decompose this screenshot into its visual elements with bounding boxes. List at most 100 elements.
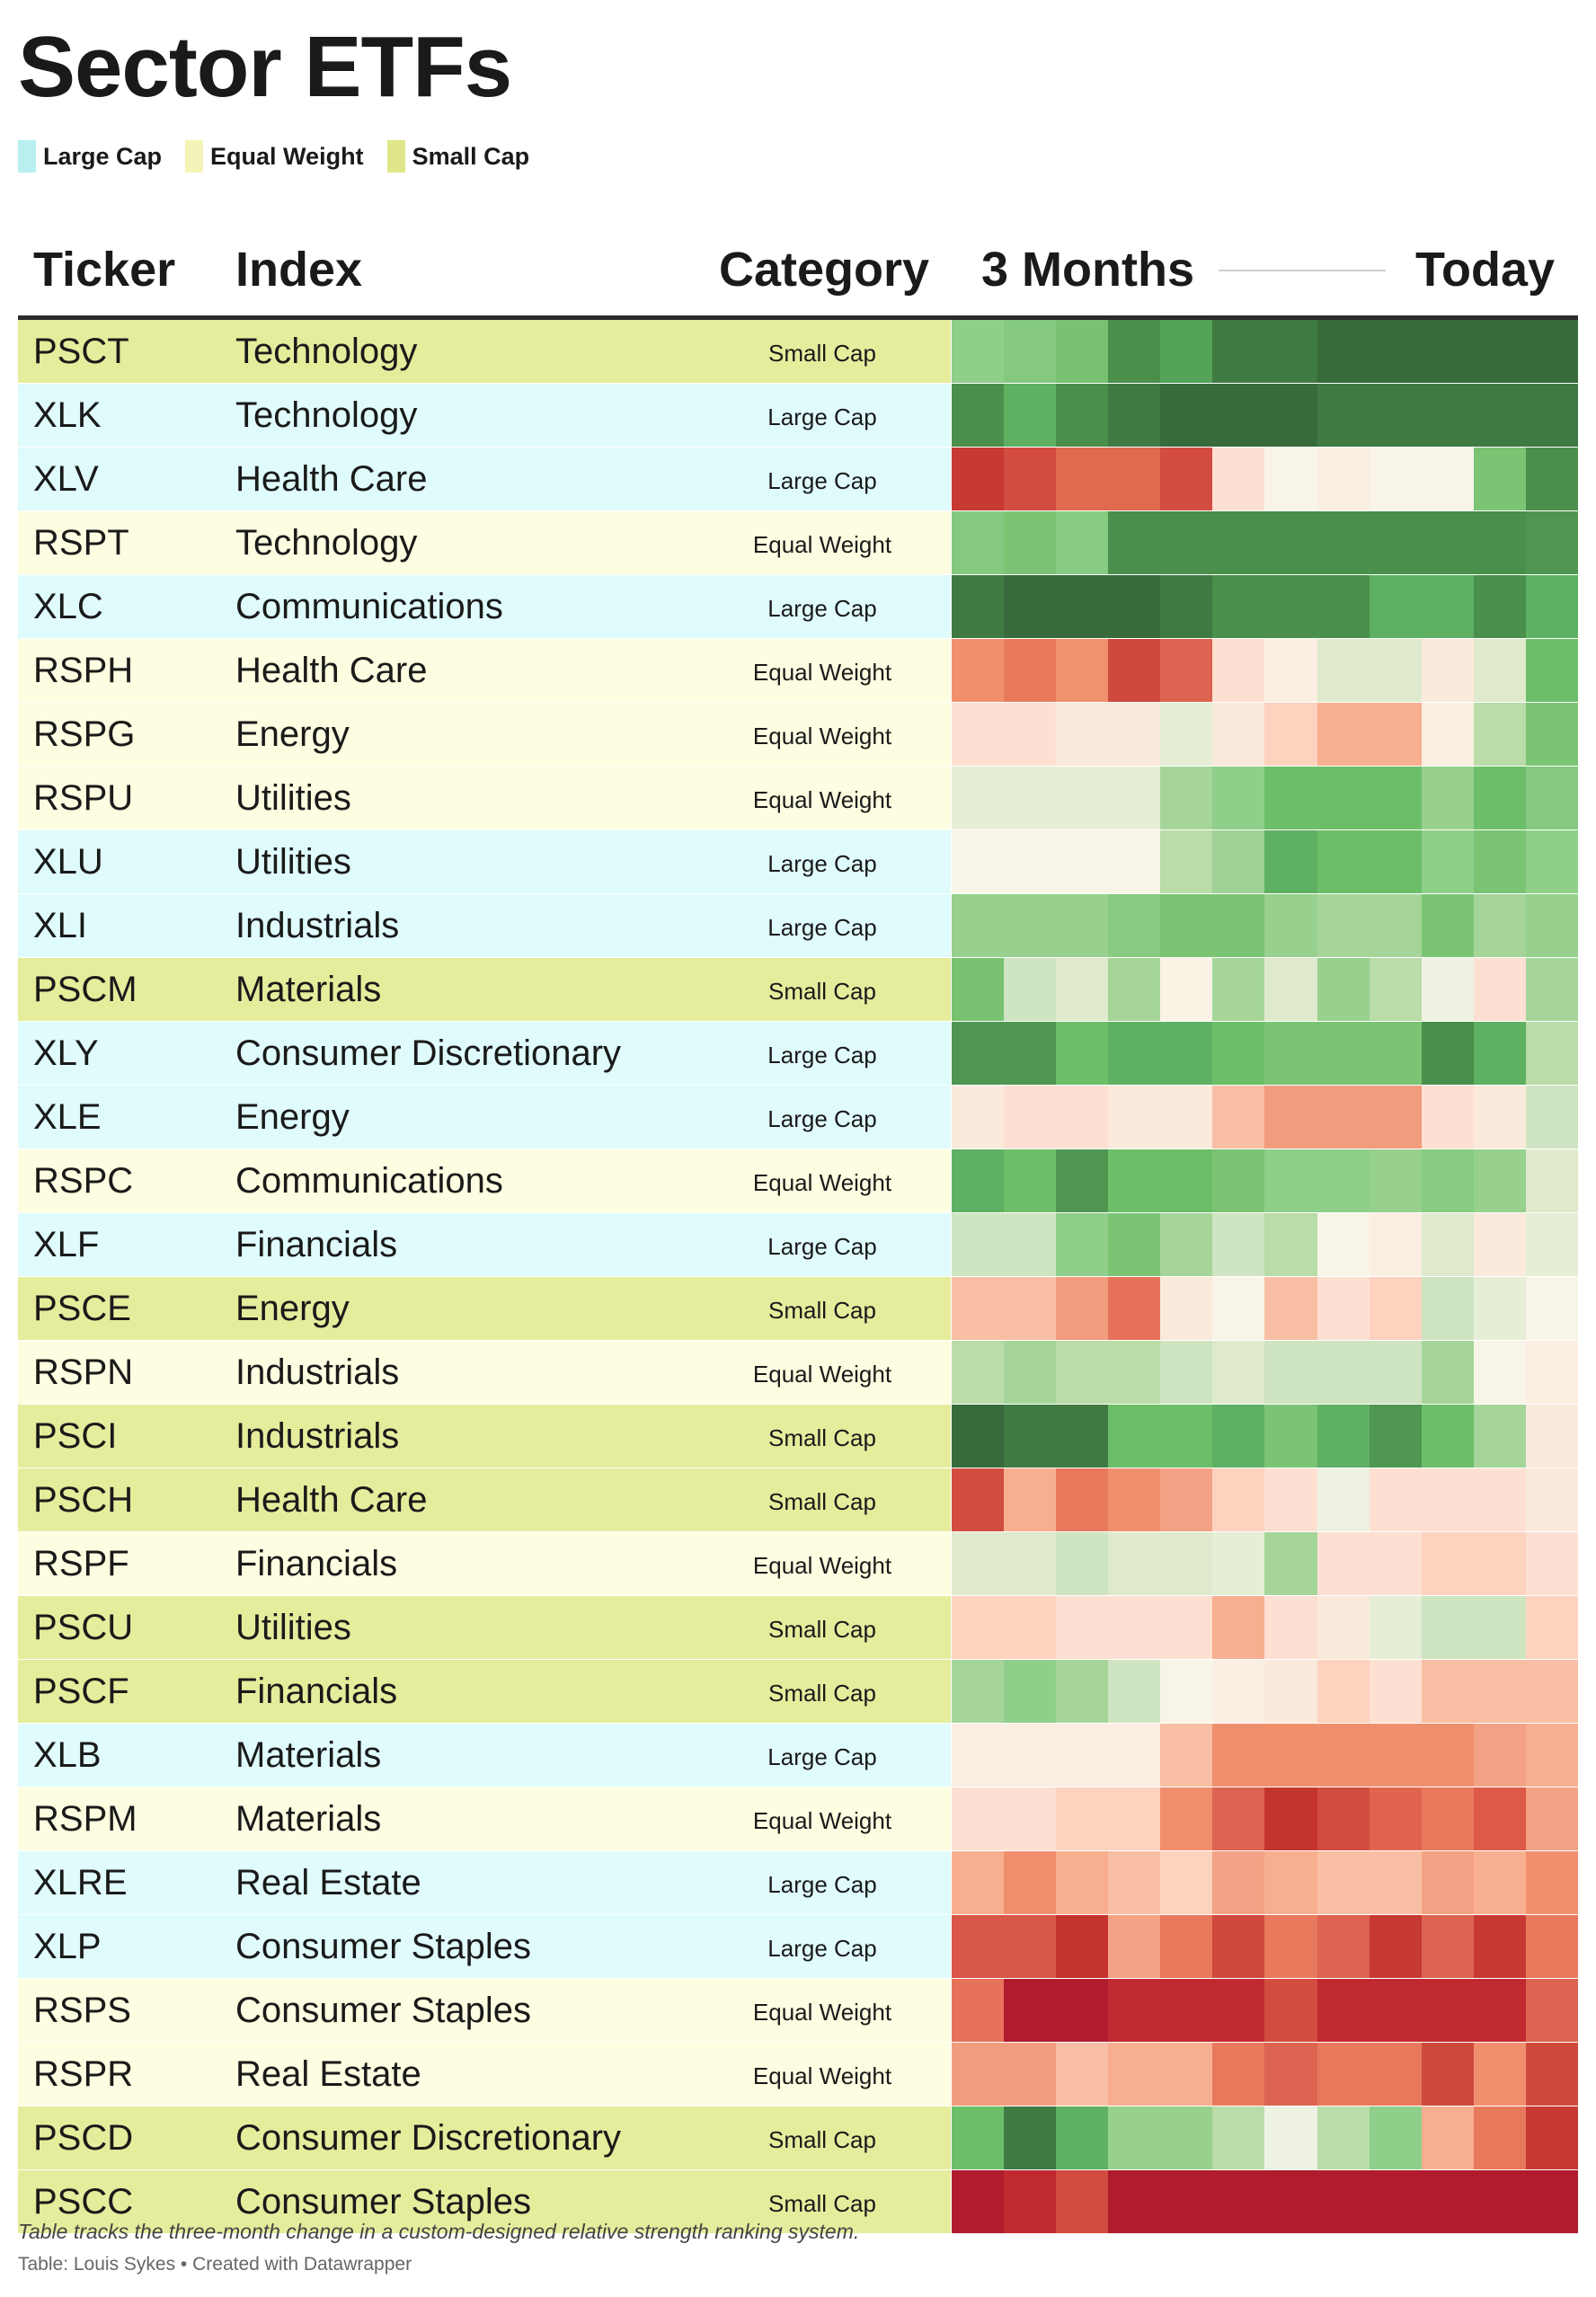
heatmap-cell <box>1317 1724 1370 1787</box>
heatmap-cell <box>1160 2170 1213 2233</box>
index-cell: Materials <box>235 1735 382 1775</box>
heatmap-cell <box>1473 2106 1526 2169</box>
heatmap-cell <box>1369 1979 1422 2042</box>
ticker-cell: XLP <box>33 1927 102 1966</box>
heatmap-cell <box>1004 1468 1057 1531</box>
index-cell: Industrials <box>235 1416 400 1456</box>
heatmap-cell <box>952 1979 1005 2042</box>
heatmap-cell <box>952 1660 1005 1723</box>
heatmap-cell <box>1212 1724 1265 1787</box>
index-cell: Financials <box>235 1225 398 1264</box>
heatmap-cell <box>1212 1277 1265 1340</box>
heatmap-cell <box>1473 1341 1526 1404</box>
heatmap-cell <box>1264 639 1317 702</box>
heatmap-cell <box>1421 767 1474 829</box>
heatmap-row <box>952 639 1578 702</box>
heatmap-cell <box>1369 1277 1422 1340</box>
category-cell: Large Cap <box>767 595 877 622</box>
heatmap-cell <box>1108 894 1161 957</box>
heatmap-cell <box>1317 1915 1370 1978</box>
ticker-cell: RSPT <box>33 523 129 563</box>
heatmap-cell <box>1004 1022 1057 1085</box>
heatmap-cell <box>1421 575 1474 638</box>
heatmap-cell <box>952 1022 1005 1085</box>
heatmap-cell <box>1369 1341 1422 1404</box>
heatmap-cell <box>1108 1213 1161 1276</box>
heatmap-cell <box>1212 1851 1265 1914</box>
heatmap-cell <box>1317 1532 1370 1595</box>
heatmap-cell <box>1473 1532 1526 1595</box>
heatmap-cell <box>1108 448 1161 510</box>
heatmap-cell <box>1264 1277 1317 1340</box>
heatmap-cell <box>1212 1022 1265 1085</box>
heatmap-cell <box>952 1213 1005 1276</box>
category-band <box>18 894 951 957</box>
heatmap-cell <box>1369 575 1422 638</box>
heatmap-cell <box>1421 1213 1474 1276</box>
heatmap-cell <box>1525 1149 1578 1212</box>
category-band <box>18 1851 951 1914</box>
category-band <box>18 2170 951 2233</box>
table-row: RSPG Energy Equal Weight <box>18 703 1578 767</box>
category-band <box>18 1979 951 2042</box>
heatmap-cell <box>1212 575 1265 638</box>
table-row: XLF Financials Large Cap <box>18 1213 1578 1277</box>
heatmap-cell <box>1421 1468 1474 1531</box>
heatmap-cell <box>1369 320 1422 383</box>
heatmap-cell <box>1108 1405 1161 1468</box>
chart-title: Sector ETFs <box>18 19 512 115</box>
heatmap-cell <box>1108 2170 1161 2233</box>
heatmap-cell <box>1473 1022 1526 1085</box>
heatmap-row <box>952 1979 1578 2042</box>
heatmap-cell <box>1160 1468 1213 1531</box>
heatmap-cell <box>1525 1086 1578 1148</box>
header-category[interactable]: Category <box>719 243 930 297</box>
header-end: Today <box>1415 243 1556 297</box>
heatmap-cell <box>1004 1596 1057 1659</box>
heatmap-row <box>952 575 1578 638</box>
heatmap-cell <box>1212 958 1265 1021</box>
heatmap-cell <box>952 1405 1005 1468</box>
heatmap-cell <box>1421 1022 1474 1085</box>
heatmap-cell <box>1369 639 1422 702</box>
heatmap-cell <box>1004 1213 1057 1276</box>
heatmap-cell <box>1421 639 1474 702</box>
heatmap-cell <box>1160 1724 1213 1787</box>
footer-source: Table: Louis Sykes • Created with Datawr… <box>18 2254 412 2275</box>
index-cell: Energy <box>235 1097 350 1137</box>
heatmap-cell <box>1421 2043 1474 2106</box>
heatmap-cell <box>1264 1724 1317 1787</box>
heatmap-cell <box>1525 1468 1578 1531</box>
heatmap-cell <box>1317 1086 1370 1148</box>
heatmap-cell <box>1264 1405 1317 1468</box>
heatmap-cell <box>1525 511 1578 574</box>
heatmap-cell <box>1264 1979 1317 2042</box>
table-row: RSPF Financials Equal Weight <box>18 1532 1578 1596</box>
heatmap-cell <box>1525 894 1578 957</box>
heatmap-cell <box>1473 1086 1526 1148</box>
category-cell: Equal Weight <box>752 786 892 813</box>
table-row: PSCM Materials Small Cap <box>18 958 1578 1022</box>
ticker-cell: XLY <box>33 1033 99 1073</box>
header-index[interactable]: Index <box>235 243 363 297</box>
heatmap-cell <box>1108 1022 1161 1085</box>
ticker-cell: RSPH <box>33 651 134 690</box>
category-cell: Large Cap <box>767 1935 877 1962</box>
header-ticker[interactable]: Ticker <box>33 243 176 297</box>
table-row: RSPU Utilities Equal Weight <box>18 767 1578 830</box>
category-band <box>18 384 951 447</box>
index-cell: Communications <box>235 587 503 626</box>
heatmap-cell <box>1212 767 1265 829</box>
heatmap-cell <box>1264 320 1317 383</box>
index-cell: Health Care <box>235 651 428 690</box>
heatmap-cell <box>1421 1277 1474 1340</box>
heatmap-cell <box>1108 1787 1161 1850</box>
heatmap-cell <box>1369 894 1422 957</box>
heatmap-cell <box>1369 1468 1422 1531</box>
heatmap-cell <box>1108 703 1161 766</box>
heatmap-cell <box>1317 2170 1370 2233</box>
heatmap-cell <box>1473 1979 1526 2042</box>
heatmap-row <box>952 830 1578 893</box>
heatmap-cell <box>1369 384 1422 447</box>
category-band <box>18 1213 951 1276</box>
